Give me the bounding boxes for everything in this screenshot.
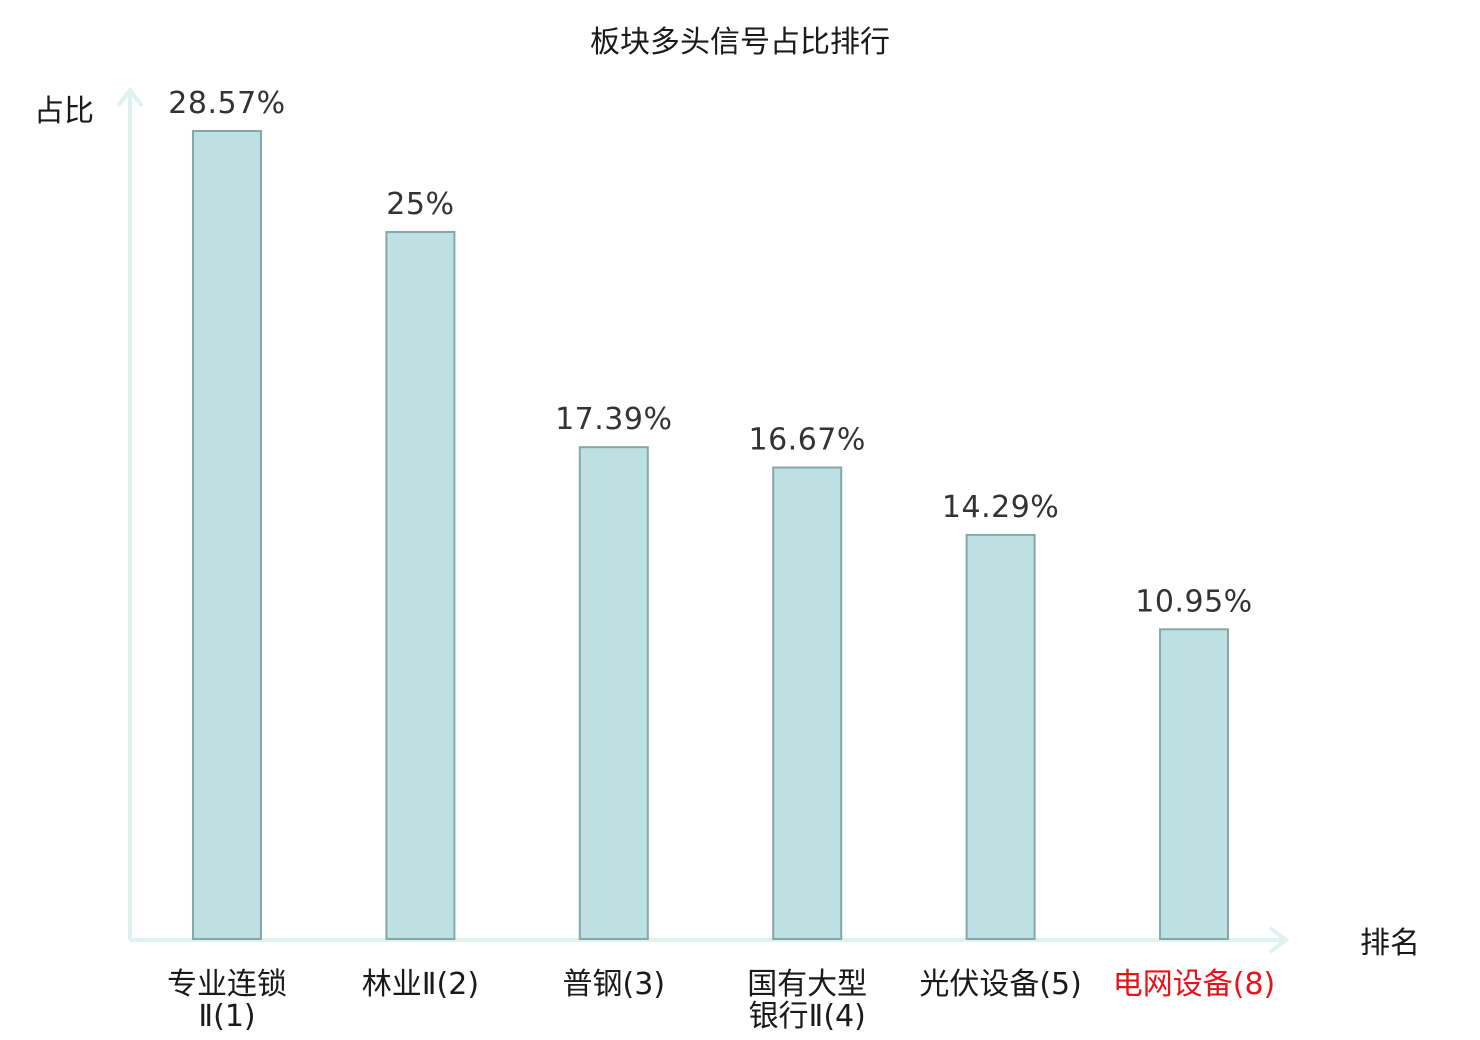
bar-6 [1159,628,1229,940]
bar-4 [772,466,843,940]
category-label-4-line-2: 银行Ⅱ(4) [749,999,866,1034]
bar-2 [385,231,456,940]
x-axis-label: 排名 [1360,926,1420,961]
category-label-6: 电网设备(8) [1113,967,1276,1002]
chart-title: 板块多头信号占比排行 [590,25,890,60]
y-axis [116,86,144,940]
value-label-3: 17.39% [555,402,672,437]
category-label-1-line-1: 专业连锁 [167,967,287,1002]
bar-series [192,130,1229,941]
value-label-4: 16.67% [749,423,866,458]
category-label-4-line-1: 国有大型 [747,967,867,1002]
category-label-2: 林业Ⅱ(2) [362,967,479,1002]
y-axis-label: 占比 [34,94,94,129]
value-label-2: 25% [386,187,454,222]
value-label-6: 10.95% [1135,584,1252,619]
value-labels: 28.57% 25% 17.39% 16.67% 14.29% 10.95% [168,86,1252,619]
category-label-5: 光伏设备(5) [919,967,1082,1002]
category-label-3: 普钢(3) [563,967,666,1002]
bar-5 [965,533,1036,941]
value-label-5: 14.29% [942,490,1059,525]
value-label-1: 28.57% [168,86,285,121]
bar-3 [578,446,649,940]
x-axis [130,926,1290,954]
category-label-1-line-2: Ⅱ(1) [198,999,255,1034]
bar-1 [192,130,262,940]
